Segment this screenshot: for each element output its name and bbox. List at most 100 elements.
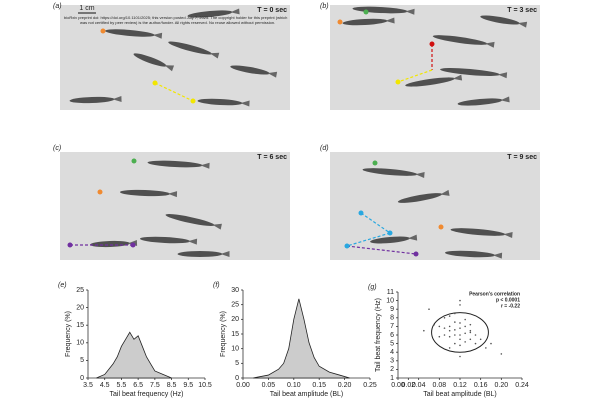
x-axis-label: Tail beat amplitude (BL) (270, 391, 344, 398)
fish (140, 236, 198, 245)
annotation: r = -0.22 (501, 303, 520, 309)
scatter-point (443, 317, 446, 319)
scatter-point (433, 323, 435, 326)
scatter-point (428, 308, 430, 311)
marker (67, 242, 73, 248)
y-tick-label: 5 (235, 360, 239, 367)
fish-tail (212, 223, 222, 230)
panel-label: (a) (53, 3, 62, 10)
panel-label: (e) (58, 282, 67, 289)
fish-tail (452, 74, 463, 81)
fish-tail (267, 71, 278, 78)
y-tick-label: 0 (235, 375, 239, 382)
annotation: p < 0.0001 (496, 297, 520, 303)
y-tick-label: 5 (390, 340, 394, 347)
fish-tail (167, 191, 178, 198)
fish (168, 41, 220, 59)
marker (344, 243, 350, 249)
preprint-notice: bioRxiv preprint doi: https://doi.org/10… (64, 15, 287, 20)
marker (395, 79, 401, 85)
fish-tail (500, 96, 510, 103)
scatter-point (423, 329, 425, 332)
fish-body (450, 228, 506, 236)
fish (450, 228, 513, 238)
fish-tail (405, 8, 415, 15)
time-label: T = 9 sec (507, 154, 537, 161)
marker (97, 189, 103, 195)
fish-tail (200, 162, 210, 169)
scatter-point (459, 304, 461, 306)
fish-body (147, 160, 203, 168)
marker (152, 80, 158, 86)
y-tick-label: 10 (76, 340, 84, 347)
fish-body (480, 15, 520, 25)
y-tick-label: 8 (390, 315, 394, 322)
y-tick-label: 9 (390, 306, 394, 313)
fish (105, 29, 163, 39)
panel-label: (f) (213, 282, 220, 289)
fish-tail (230, 8, 240, 15)
fish-body (362, 168, 418, 176)
time-label: T = 3 sec (507, 7, 537, 14)
time-label: T = 6 sec (257, 154, 287, 161)
scatter-point (448, 329, 451, 332)
time-label: T = 0 sec (257, 7, 287, 14)
fish-body (405, 77, 455, 87)
scatter-point (443, 327, 446, 329)
fish-body (432, 35, 488, 45)
fish (165, 214, 222, 230)
fish-body (120, 189, 170, 197)
marker (438, 224, 444, 230)
scatter-point (479, 338, 482, 341)
scatter-point (464, 325, 466, 328)
fish (197, 98, 250, 107)
fish-body (397, 193, 443, 203)
x-tick-label: 4.5 (100, 382, 110, 389)
x-axis-label: Tail beat amplitude (BL) (423, 391, 497, 398)
fish-tail (112, 95, 122, 102)
fish-body (197, 98, 243, 106)
scatter-point (474, 334, 477, 336)
fish (230, 65, 278, 78)
y-tick-label: 11 (387, 289, 394, 296)
y-axis-label: Tail beat frequency (Hz) (375, 298, 382, 372)
fish-layer (69, 6, 528, 259)
y-tick-label: 15 (231, 331, 239, 338)
scatter-point (485, 347, 487, 349)
y-tick-label: 0 (80, 375, 84, 382)
y-tick-label: 5 (80, 357, 84, 364)
distance-line (346, 245, 417, 255)
scatter-point (448, 347, 451, 349)
fish-tail (503, 232, 513, 238)
y-axis-label: Frequency (%) (220, 311, 227, 357)
x-tick-label: 0.15 (312, 382, 326, 389)
scatter-point (459, 334, 461, 336)
fish-tail (164, 65, 175, 72)
marker (190, 98, 196, 104)
y-tick-label: 3 (390, 358, 394, 365)
y-tick-label: 30 (231, 287, 239, 294)
scatter-point (448, 315, 451, 317)
panel-label: (d) (320, 145, 329, 152)
fish (133, 53, 175, 72)
x-tick-label: 3.5 (83, 382, 93, 389)
panel-label: (b) (320, 3, 329, 10)
fish-tail (240, 100, 250, 107)
marker (387, 230, 393, 236)
markers (67, 9, 444, 257)
y-tick-label: 7 (390, 323, 394, 330)
x-tick-label: 9.5 (183, 382, 193, 389)
scatter-point (464, 341, 466, 343)
scatter-point (469, 329, 472, 332)
y-tick-label: 4 (390, 349, 394, 356)
scatter-point (474, 342, 477, 345)
x-tick-label: 0.10 (287, 382, 301, 389)
scatter-point (459, 344, 461, 347)
x-tick-label: 0.24 (515, 382, 529, 389)
scatter-point (448, 325, 451, 328)
x-tick-label: 0.00 (391, 382, 405, 389)
fish-tail (220, 251, 230, 257)
distance-line (154, 82, 194, 102)
fish (147, 160, 210, 169)
fish (362, 168, 425, 178)
